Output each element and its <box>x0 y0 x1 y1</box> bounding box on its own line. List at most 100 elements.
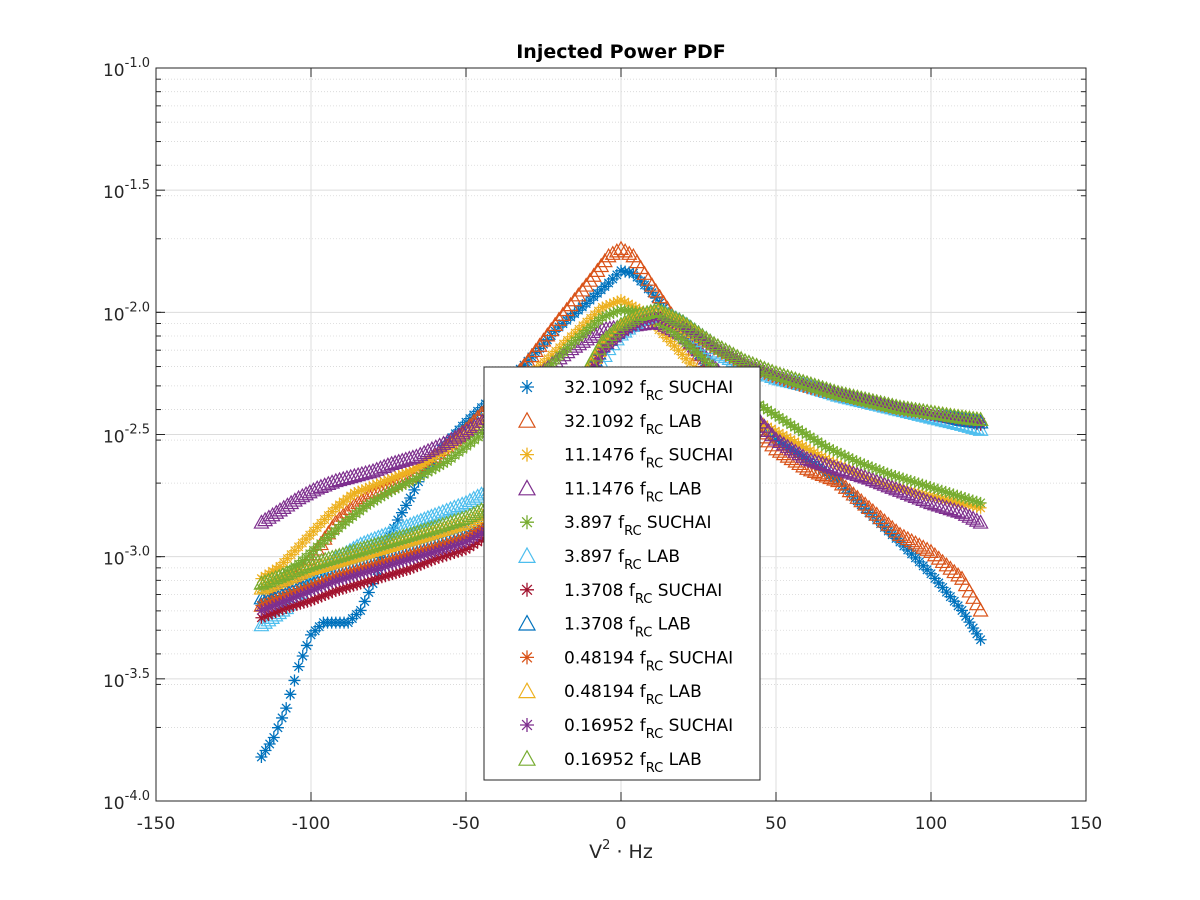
triangle-marker <box>517 546 537 563</box>
triangle-marker <box>604 245 621 260</box>
legend-value: 11.1476 f <box>564 446 647 466</box>
star-marker <box>385 484 398 497</box>
star-marker <box>382 486 395 499</box>
triangle-marker <box>394 452 411 467</box>
star-marker <box>866 461 879 474</box>
legend-suffix: LAB <box>652 615 691 635</box>
star-marker <box>815 450 828 463</box>
star-marker <box>688 328 701 341</box>
triangle-marker <box>349 538 366 553</box>
star-marker <box>421 555 434 568</box>
triangle-marker <box>833 385 850 401</box>
triangle-marker <box>257 511 274 527</box>
star-marker <box>390 567 403 580</box>
star-marker <box>607 297 620 310</box>
triangle-marker <box>256 573 273 589</box>
star-marker <box>939 485 952 498</box>
triangle-marker <box>841 464 858 479</box>
triangle-marker <box>876 476 893 491</box>
triangle-marker <box>450 497 467 513</box>
star-marker <box>777 438 790 451</box>
triangle-marker <box>267 569 284 585</box>
star-marker <box>273 597 286 610</box>
star-marker <box>354 577 367 590</box>
triangle-marker <box>895 399 912 415</box>
star-marker <box>873 476 886 489</box>
triangle-marker <box>465 490 482 505</box>
triangle-marker <box>930 550 947 565</box>
star-marker <box>333 574 346 587</box>
triangle-marker <box>891 482 909 497</box>
triangle-marker <box>729 348 746 364</box>
star-marker <box>269 598 282 611</box>
legend-suffix: SUCHAI <box>663 378 733 398</box>
y-tick-label: 10-3.0 <box>103 545 150 570</box>
star-marker <box>440 549 453 562</box>
triangle-marker <box>853 492 870 508</box>
star-marker <box>395 506 408 519</box>
star-marker <box>921 408 934 421</box>
star-marker <box>924 489 937 502</box>
triangle-marker <box>802 451 819 467</box>
legend-subscript: RC <box>646 693 663 708</box>
triangle-marker <box>260 572 277 587</box>
star-marker <box>588 360 601 373</box>
triangle-marker <box>461 492 478 507</box>
star-marker <box>680 323 693 336</box>
x-tick-label: 150 <box>1070 814 1102 834</box>
star-marker <box>970 495 983 508</box>
star-marker <box>329 584 342 597</box>
star-marker <box>420 462 433 475</box>
triangle-marker <box>390 453 407 468</box>
triangle-marker <box>402 516 419 532</box>
star-marker <box>280 601 293 614</box>
star-marker <box>276 711 289 724</box>
star-marker <box>351 568 364 581</box>
star-marker <box>618 325 631 338</box>
star-marker <box>820 466 833 479</box>
star-marker <box>781 440 794 453</box>
star-marker <box>280 594 293 607</box>
star-marker <box>904 474 917 487</box>
triangle-marker <box>253 514 270 529</box>
star-marker <box>877 478 890 491</box>
triangle-marker <box>814 379 831 395</box>
star-marker <box>931 483 944 496</box>
triangle-marker <box>926 404 943 420</box>
triangle-marker <box>841 482 858 498</box>
legend-entry: 32.1092 fRC LAB <box>517 411 702 438</box>
star-marker <box>266 607 279 620</box>
triangle-marker <box>517 614 537 631</box>
star-marker <box>652 317 665 330</box>
triangle-marker <box>957 506 974 521</box>
triangle-marker <box>397 451 414 466</box>
star-marker <box>596 311 609 324</box>
star-marker <box>463 540 476 553</box>
triangle-marker <box>876 513 893 528</box>
triangle-marker <box>535 332 552 347</box>
star-marker <box>322 587 335 600</box>
star-marker <box>367 577 379 590</box>
y-tick-label: 10-2.5 <box>103 422 150 447</box>
triangle-marker <box>531 337 548 352</box>
legend-entry: 32.1092 fRC SUCHAI <box>520 378 733 404</box>
star-marker <box>769 408 782 421</box>
triangle-marker <box>275 499 292 514</box>
star-marker <box>596 301 609 314</box>
star-marker <box>276 596 289 609</box>
triangle-marker <box>895 483 912 499</box>
star-marker <box>615 294 627 307</box>
star-marker <box>368 563 381 576</box>
star-marker <box>297 596 310 609</box>
star-marker <box>290 590 303 603</box>
star-marker <box>600 309 613 322</box>
star-marker <box>421 547 434 560</box>
triangle-marker <box>345 543 362 558</box>
star-marker <box>784 433 797 446</box>
star-marker <box>974 633 987 646</box>
star-marker <box>378 488 391 501</box>
legend-value: 0.48194 f <box>564 682 647 702</box>
star-marker <box>520 515 534 530</box>
triangle-marker <box>650 301 667 317</box>
star-marker <box>789 445 802 458</box>
